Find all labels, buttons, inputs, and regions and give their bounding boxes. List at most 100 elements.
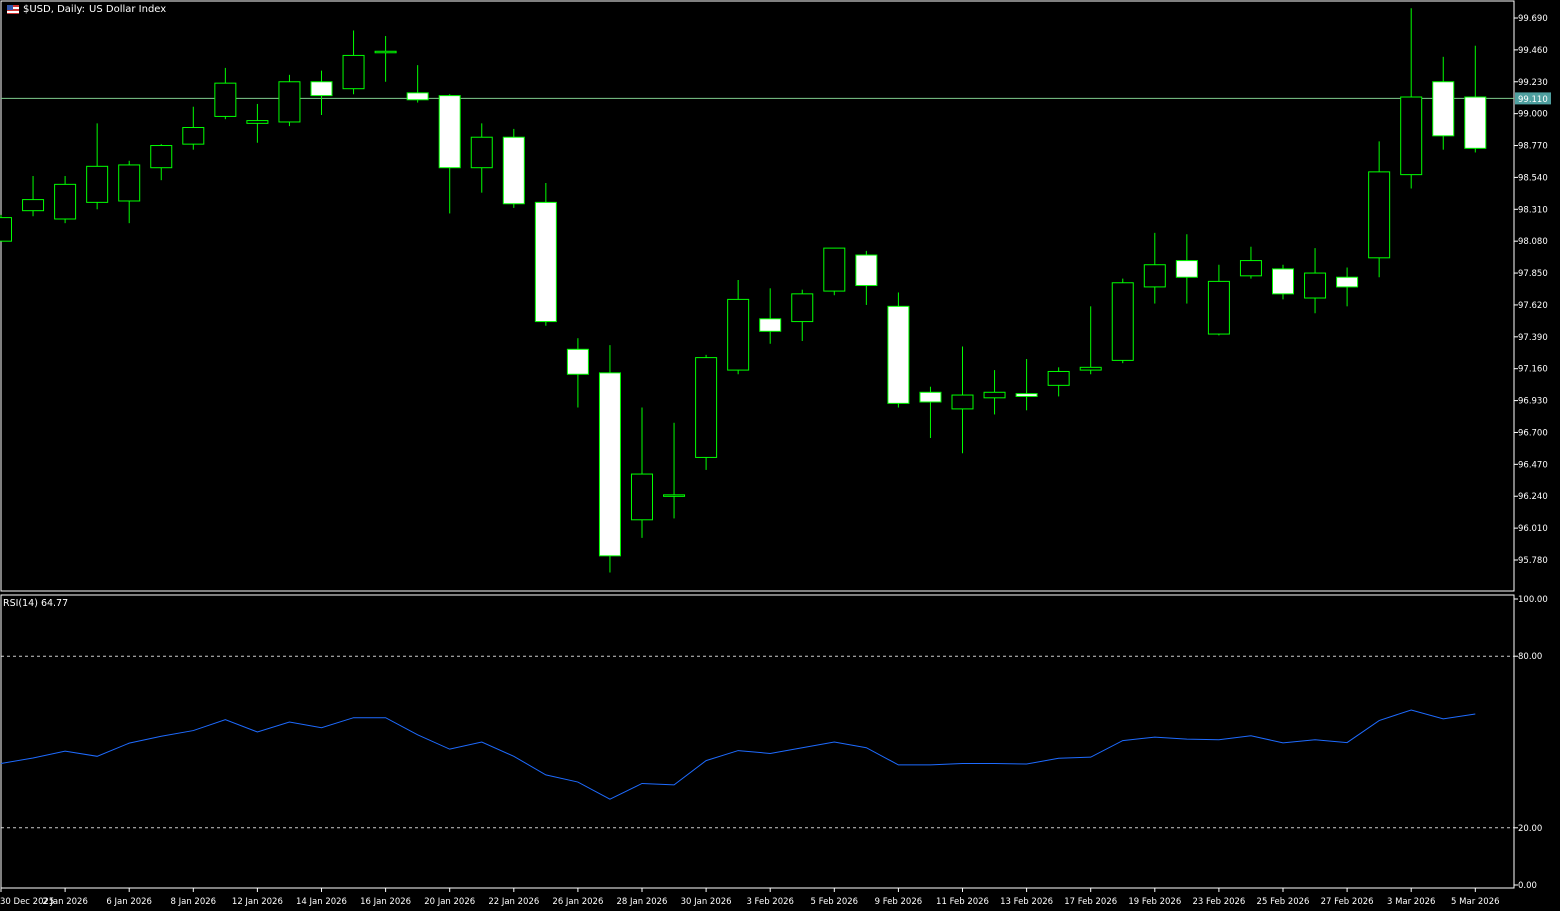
rsi-y-tick-label: 100.00 — [1518, 595, 1548, 605]
candle-body[interactable] — [182, 127, 205, 145]
candle-body[interactable] — [855, 254, 878, 287]
candle-body[interactable] — [887, 305, 910, 404]
x-tick-label: 5 Feb 2026 — [811, 897, 859, 907]
candle-body[interactable] — [502, 136, 525, 205]
candle-body[interactable] — [150, 145, 173, 169]
price-y-tick-label: 98.080 — [1518, 237, 1548, 247]
candle-body[interactable] — [1015, 393, 1038, 397]
candle-body[interactable] — [1207, 280, 1230, 335]
price-y-tick-label: 96.240 — [1518, 492, 1548, 502]
rsi-y-tick-label: 0.00 — [1518, 881, 1537, 891]
x-tick-label: 13 Feb 2026 — [1000, 897, 1053, 907]
x-tick-label: 27 Feb 2026 — [1321, 897, 1374, 907]
price-y-tick-label: 98.540 — [1518, 173, 1548, 183]
candle-body[interactable] — [695, 357, 718, 458]
x-tick-label: 3 Mar 2026 — [1387, 897, 1435, 907]
candle-body[interactable] — [1175, 260, 1198, 278]
candle-body[interactable] — [1239, 260, 1262, 277]
price-y-tick-label: 97.850 — [1518, 269, 1548, 279]
current-price-label: 99.110 — [1518, 95, 1548, 105]
x-tick-label: 3 Feb 2026 — [746, 897, 794, 907]
candle-body[interactable] — [1272, 268, 1294, 295]
symbol-text: $USD, Daily: — [23, 4, 86, 15]
rsi-y-tick-label: 80.00 — [1518, 652, 1542, 662]
x-tick-label: 28 Jan 2026 — [617, 897, 668, 907]
candle-body[interactable] — [534, 201, 557, 323]
candle-body[interactable] — [86, 165, 109, 203]
candle-body[interactable] — [406, 92, 429, 101]
x-tick-label: 23 Feb 2026 — [1192, 897, 1245, 907]
candle-body[interactable] — [342, 54, 365, 90]
candle-body[interactable] — [566, 348, 589, 375]
candle-body[interactable] — [1079, 366, 1102, 371]
x-tick-label: 2 Jan 2026 — [42, 897, 88, 907]
x-tick-label: 5 Mar 2026 — [1451, 897, 1499, 907]
x-tick-label: 22 Jan 2026 — [488, 897, 539, 907]
candle-body[interactable] — [470, 136, 493, 169]
rsi-line — [0, 709, 1476, 800]
price-y-tick-label: 98.310 — [1518, 205, 1548, 215]
price-y-tick-label: 95.780 — [1518, 556, 1548, 566]
x-tick-label: 6 Jan 2026 — [106, 897, 152, 907]
x-tick-label: 26 Jan 2026 — [552, 897, 603, 907]
candle-body[interactable] — [1464, 96, 1487, 149]
candle-body[interactable] — [310, 81, 333, 97]
price-y-tick-label: 96.700 — [1518, 428, 1548, 438]
candle-body[interactable] — [246, 120, 269, 124]
current-price-tag — [1515, 92, 1551, 105]
candle-body[interactable] — [1336, 276, 1359, 288]
price-y-tick-label: 97.390 — [1518, 333, 1548, 343]
x-tick-label: 30 Dec 2025 — [0, 897, 54, 907]
candle-body[interactable] — [1047, 370, 1070, 386]
candle-body[interactable] — [727, 298, 750, 371]
price-y-tick-label: 99.230 — [1518, 78, 1548, 88]
candle-body[interactable] — [278, 81, 301, 123]
candle-body[interactable] — [438, 95, 461, 169]
candle-body[interactable] — [1368, 171, 1391, 259]
x-tick-label: 25 Feb 2026 — [1257, 897, 1310, 907]
x-tick-label: 11 Feb 2026 — [936, 897, 989, 907]
candle-body[interactable] — [22, 199, 45, 212]
candle-body[interactable] — [1143, 264, 1166, 288]
candle-body[interactable] — [983, 391, 1006, 399]
price-y-tick-label: 99.690 — [1518, 14, 1548, 24]
candle-body[interactable] — [598, 372, 621, 557]
price-y-tick-label: 97.620 — [1518, 301, 1548, 311]
us-flag-icon — [7, 5, 19, 14]
rsi-panel-frame — [0, 594, 1515, 889]
candle-body[interactable] — [118, 164, 141, 202]
candle-body[interactable] — [1432, 81, 1455, 137]
candle-body[interactable] — [631, 473, 653, 521]
rsi-title: RSI(14) 64.77 — [3, 598, 69, 609]
candle-body[interactable] — [1400, 96, 1423, 176]
x-tick-label: 19 Feb 2026 — [1128, 897, 1181, 907]
candle-body[interactable] — [951, 394, 974, 410]
price-y-tick-label: 96.470 — [1518, 460, 1548, 470]
candle-body[interactable] — [1111, 282, 1134, 361]
chart-header: $USD, Daily: US Dollar Index — [7, 4, 166, 15]
x-tick-label: 30 Jan 2026 — [681, 897, 732, 907]
price-panel-frame — [0, 0, 1515, 592]
candle-body[interactable] — [791, 293, 814, 323]
candle-body[interactable] — [0, 217, 12, 242]
price-y-tick-label: 97.160 — [1518, 365, 1548, 375]
price-y-tick-label: 98.770 — [1518, 142, 1548, 152]
x-tick-label: 9 Feb 2026 — [875, 897, 923, 907]
candle-body[interactable] — [823, 247, 846, 292]
candle-body[interactable] — [759, 318, 782, 332]
candle-body[interactable] — [374, 50, 397, 54]
candle-body[interactable] — [663, 494, 686, 497]
x-tick-label: 12 Jan 2026 — [232, 897, 283, 907]
candle-body[interactable] — [54, 183, 77, 220]
price-y-tick-label: 99.000 — [1518, 110, 1548, 120]
price-y-tick-label: 96.010 — [1518, 524, 1548, 534]
rsi-y-tick-label: 20.00 — [1518, 824, 1542, 834]
symbol-description: US Dollar Index — [89, 4, 167, 15]
candle-body[interactable] — [919, 391, 942, 403]
x-tick-label: 17 Feb 2026 — [1064, 897, 1117, 907]
candle-body[interactable] — [214, 82, 237, 117]
candle-body[interactable] — [1304, 272, 1327, 299]
price-y-tick-label: 96.930 — [1518, 397, 1548, 407]
x-tick-label: 16 Jan 2026 — [360, 897, 411, 907]
